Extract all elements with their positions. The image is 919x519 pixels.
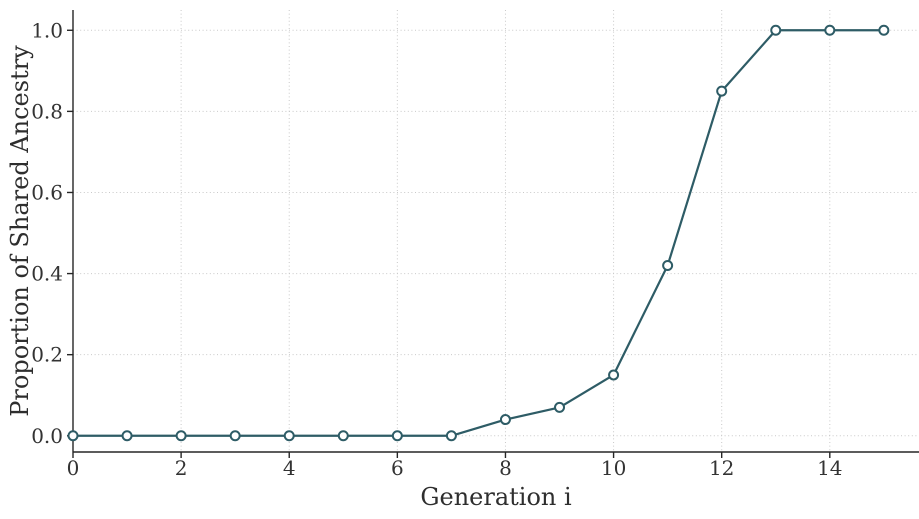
data-point — [554, 401, 566, 413]
data-point — [283, 430, 295, 442]
y-tick-label: 0.2 — [31, 343, 63, 367]
data-point — [662, 259, 674, 271]
data-series-layer — [67, 24, 890, 442]
x-tick-label: 14 — [817, 456, 842, 480]
x-tick-label: 8 — [499, 456, 512, 480]
axes-layer: 0 2 4 6 8 10 12 14 0.0 0.2 0.4 0.6 0.8 1.0 — [31, 10, 919, 480]
x-tick-label: 10 — [601, 456, 626, 480]
data-point — [770, 24, 782, 36]
data-point — [824, 24, 836, 36]
data-point — [878, 24, 890, 36]
data-point — [716, 85, 728, 97]
y-tick-label: 0.4 — [31, 262, 63, 286]
x-tick-label: 6 — [391, 456, 404, 480]
data-point — [337, 430, 349, 442]
grid-layer — [72, 10, 919, 452]
y-tick-label: 0.8 — [31, 99, 63, 123]
data-point — [229, 430, 241, 442]
data-point — [608, 369, 620, 381]
y-tick-label: 1.0 — [31, 18, 63, 42]
data-point — [445, 430, 457, 442]
data-point — [67, 430, 79, 442]
y-tick-label: 0.6 — [31, 180, 63, 204]
x-tick-label: 12 — [709, 456, 734, 480]
x-axis-label: Generation i — [420, 483, 572, 511]
y-tick-label: 0.0 — [31, 424, 63, 448]
data-point — [121, 430, 133, 442]
data-point — [499, 414, 511, 426]
data-line — [73, 29, 884, 437]
x-tick-label: 2 — [175, 456, 188, 480]
data-point — [175, 430, 187, 442]
y-axis-label: Proportion of Shared Ancestry — [6, 45, 34, 417]
x-tick-label: 0 — [67, 456, 80, 480]
data-point — [391, 430, 403, 442]
x-tick-label: 4 — [283, 456, 296, 480]
